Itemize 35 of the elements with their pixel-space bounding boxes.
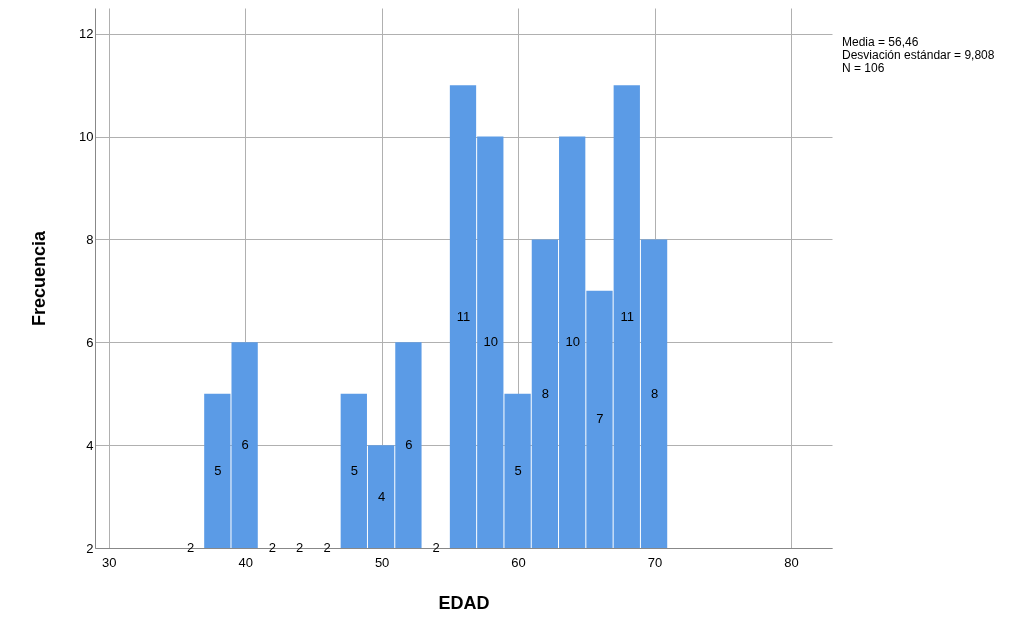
x-axis-title: EDAD: [438, 592, 490, 613]
data-label: 10: [483, 334, 499, 350]
y-tick-label: 8: [86, 231, 94, 247]
data-label: 2: [323, 540, 331, 555]
data-label: 6: [241, 437, 249, 453]
x-tick-label: 30: [101, 554, 117, 570]
y-tick-label: 10: [79, 129, 94, 145]
data-label: 2: [296, 540, 304, 555]
data-label: 11: [456, 308, 471, 324]
text: N = 106: [842, 61, 886, 75]
y-tick-label: 6: [86, 334, 94, 350]
data-label: 2: [432, 540, 440, 555]
y-tick-label: 2: [86, 540, 94, 556]
data-label: 2: [186, 540, 195, 555]
data-label: 10: [565, 334, 580, 350]
y-tick-label: 4: [86, 437, 94, 453]
data-label: 5: [214, 462, 222, 478]
data-label: 7: [596, 411, 604, 427]
data-label: 8: [541, 385, 550, 401]
x-tick-label: 50: [374, 554, 390, 570]
data-label: 5: [514, 462, 522, 478]
data-label: 5: [350, 462, 358, 478]
x-tick-label: 70: [647, 554, 663, 570]
x-tick-label: 40: [238, 554, 253, 570]
data-label: 4: [377, 488, 386, 504]
x-tick-label: 60: [511, 554, 526, 570]
y-axis-title: Frecuencia: [29, 229, 50, 327]
y-tick-label: 12: [79, 26, 94, 42]
text: Desviación estándar = 9,808: [842, 48, 995, 62]
data-label: 6: [405, 437, 413, 453]
data-label: 11: [620, 308, 635, 324]
data-label: 2: [268, 540, 277, 555]
data-label: 8: [650, 385, 659, 401]
x-tick-label: 80: [784, 554, 799, 570]
text: Media = 56,46: [842, 35, 920, 49]
